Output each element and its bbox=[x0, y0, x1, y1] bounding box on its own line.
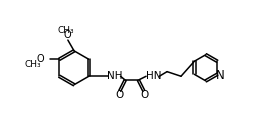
Text: O: O bbox=[63, 31, 71, 40]
Text: CH₃: CH₃ bbox=[58, 26, 75, 35]
Text: N: N bbox=[216, 69, 225, 82]
Text: O: O bbox=[37, 54, 45, 64]
Text: O: O bbox=[140, 90, 149, 100]
Text: CH₃: CH₃ bbox=[25, 60, 41, 69]
Text: HN: HN bbox=[146, 71, 162, 81]
Text: O: O bbox=[115, 90, 123, 100]
Text: NH: NH bbox=[107, 71, 123, 81]
